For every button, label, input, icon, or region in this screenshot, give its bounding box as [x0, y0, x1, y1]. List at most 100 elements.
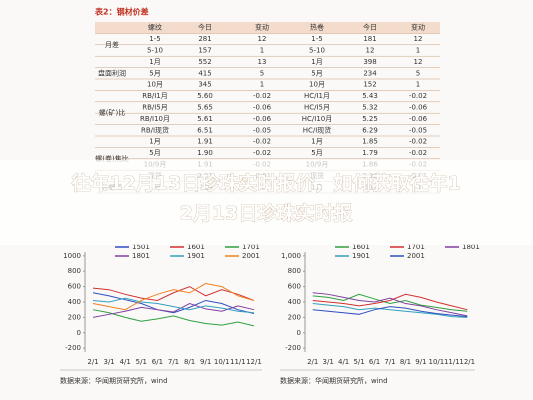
header-cell: 变动: [255, 23, 269, 32]
cell: 1-5: [149, 35, 160, 43]
cell: 5: [416, 69, 420, 77]
cell: RB/I5月: [142, 104, 168, 112]
legend-label: 1701: [407, 243, 425, 251]
cell: 157: [198, 47, 211, 55]
headline-text: 2月13日珍珠实时报: [180, 202, 353, 225]
series-line: [312, 303, 468, 318]
cell: 1-5: [311, 35, 322, 43]
x-tick-label: 3/1: [104, 358, 115, 366]
cell: 1月: [311, 58, 322, 66]
cell: -0.02: [253, 149, 271, 157]
x-tick-label: 11/1: [444, 358, 460, 366]
cell: 1.90: [197, 149, 213, 157]
cell: RB/I现货: [141, 125, 169, 134]
cell: -0.05: [409, 126, 427, 134]
cell: 234: [363, 69, 377, 77]
x-tick-label: 10/1: [428, 358, 444, 366]
cell: 10月: [309, 81, 325, 89]
series-line: [92, 309, 255, 327]
cell: 415: [198, 69, 211, 77]
y-tick-label: 800: [68, 267, 81, 275]
cell: 281: [198, 35, 211, 43]
y-tick-label: 600: [68, 283, 81, 291]
y-tick-label: 200: [68, 313, 81, 321]
legend-label: 1601: [352, 243, 370, 251]
cell: HC/I5月: [304, 104, 330, 112]
header-bg: [95, 22, 440, 34]
cell: 12: [414, 35, 423, 43]
cell: 1: [416, 47, 420, 55]
legend-label: 1601: [187, 243, 205, 251]
cell: HC/I1月: [304, 92, 330, 100]
series-line: [92, 297, 255, 314]
cell: 398: [363, 58, 376, 66]
header-cell: 热卷: [310, 23, 324, 32]
cell: -0.02: [409, 92, 427, 100]
header-cell: 螺纹: [148, 23, 162, 32]
y-tick-label: 0: [297, 329, 301, 337]
cell: 13: [258, 58, 267, 66]
cell: -0.02: [409, 149, 427, 157]
legend-label: 1801: [132, 252, 150, 260]
cell: 1.91: [197, 138, 213, 146]
x-tick-label: 9/1: [200, 358, 211, 366]
y-tick-label: -200: [285, 344, 301, 352]
cell: 1: [416, 81, 420, 89]
cell: 1月: [149, 138, 160, 146]
x-tick-label: 2/1: [87, 358, 98, 366]
cell: 5月: [149, 149, 160, 157]
cell: 1月: [311, 138, 322, 146]
cell: HC/I现货: [303, 125, 332, 134]
headline-text: 往年12月13日珍珠实时报价，如何获取往年1: [71, 172, 460, 195]
x-tick-label: 11/1: [230, 358, 246, 366]
x-tick-label: 10/1: [214, 358, 230, 366]
x-tick-label: 12/1: [246, 358, 262, 366]
group-label: 月差: [105, 40, 119, 49]
cell: 5-10: [147, 47, 163, 55]
x-tick-label: 8/1: [400, 358, 411, 366]
y-tick-label: 400: [288, 298, 301, 306]
x-tick-label: 4/1: [120, 358, 131, 366]
table-caption: 表2：钢材价差: [94, 7, 149, 17]
x-tick-label: 5/1: [353, 358, 364, 366]
x-tick-label: 2/1: [307, 358, 318, 366]
y-tick-label: 600: [288, 283, 301, 291]
cell: 5.43: [362, 92, 378, 100]
cell: 1.85: [362, 138, 378, 146]
cell: 5.65: [197, 104, 213, 112]
series-line: [92, 283, 255, 311]
cell: 1月: [149, 58, 160, 66]
cell: -0.06: [253, 115, 272, 123]
x-tick-label: 8/1: [184, 358, 195, 366]
legend-label: 2001: [242, 252, 260, 260]
series-line: [312, 293, 468, 312]
headline: 往年12月13日珍珠实时报价，如何获取往年1 2月13日珍珠实时报: [71, 171, 461, 225]
y-tick-label: -200: [65, 344, 81, 352]
cell: 5.60: [197, 92, 213, 100]
series-line: [312, 292, 468, 317]
series-line: [312, 306, 468, 318]
cell: 1: [260, 81, 264, 89]
cell: 5月: [149, 69, 160, 77]
legend-label: 1501: [132, 243, 150, 251]
header-cell: 变动: [411, 23, 425, 32]
cell: 1: [260, 47, 264, 55]
cell: -0.06: [253, 104, 272, 112]
series-line: [92, 286, 255, 301]
source: 数据来源：华闻期货研究所，wind: [280, 376, 388, 385]
y-tick-label: 1000: [63, 252, 81, 260]
legend-label: 1901: [352, 252, 370, 260]
header-cell: 今日: [363, 23, 377, 32]
cell: 5-10: [309, 47, 325, 55]
series-line: [312, 293, 468, 311]
cell: -0.06: [409, 104, 428, 112]
legend-label: 1901: [187, 252, 205, 260]
legend-label: 1801: [462, 243, 480, 251]
y-tick-label: 200: [288, 313, 301, 321]
x-tick-label: 6/1: [152, 358, 163, 366]
group-label: 螺(矿)比: [99, 108, 125, 117]
cell: -0.02: [253, 92, 271, 100]
charts: 1000 800 600 400 200 0 -200 2/1 3/1 4/1 5/1 6/1 7/1 8…: [60, 243, 480, 385]
